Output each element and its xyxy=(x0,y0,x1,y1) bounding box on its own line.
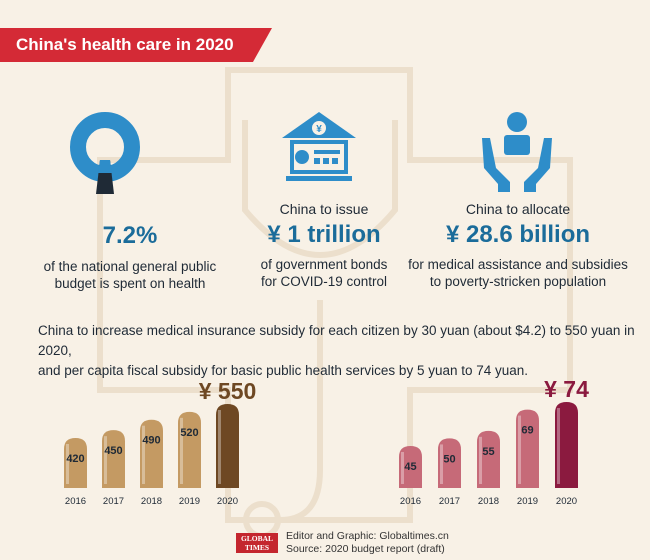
bar-body xyxy=(555,402,578,488)
stat-value: 7.2% xyxy=(102,222,158,249)
x-tick-label: 2018 xyxy=(141,496,162,507)
bar-value-label: 55 xyxy=(482,446,494,458)
bar-shine xyxy=(518,415,521,484)
x-tick-label: 2016 xyxy=(400,496,421,507)
bar-2017: 50 xyxy=(438,438,461,488)
title-banner xyxy=(0,28,272,62)
pie-ring-icon xyxy=(70,112,140,194)
public-health-subsidy-chart: 45 2016 50 2017 55 2018 69 2019 ¥ 74 2020 xyxy=(399,376,589,507)
page-title: China's health care in 2020 xyxy=(16,35,234,54)
bar-value-label: 450 xyxy=(104,445,122,457)
bar-shine xyxy=(142,425,145,484)
x-tick-label: 2020 xyxy=(556,496,577,507)
stat-desc-line: for COVID-19 control xyxy=(260,274,388,289)
stat-health-budget: 7.2% of the national general public budg… xyxy=(30,222,230,292)
hands-person-icon xyxy=(482,112,552,192)
bar-2020: ¥ 74 xyxy=(544,376,589,488)
x-tick-label: 2020 xyxy=(217,496,238,507)
bar-body xyxy=(516,409,539,488)
summary-line: and per capita fiscal subsidy for basic … xyxy=(38,363,529,378)
bar-value-label: 420 xyxy=(66,453,84,465)
bar-body xyxy=(102,430,125,488)
bar-body xyxy=(477,430,500,488)
summary-paragraph: China to increase medical insurance subs… xyxy=(38,321,638,381)
stat-value: ¥ 28.6 billion xyxy=(445,221,591,248)
x-tick-label: 2018 xyxy=(478,496,499,507)
bar-shine xyxy=(180,417,183,484)
bar-value-label: 69 xyxy=(521,425,533,437)
bar-shine xyxy=(557,408,560,484)
bar-shine xyxy=(440,444,443,484)
bar-body xyxy=(438,438,461,488)
bar-value-label: 520 xyxy=(180,427,198,439)
bar-shine xyxy=(66,444,69,484)
bar-shine xyxy=(218,410,221,484)
x-tick-label: 2019 xyxy=(517,496,538,507)
source-credit: Source: 2020 budget report (draft) xyxy=(286,543,445,555)
bar-2017: 450 xyxy=(102,430,125,488)
bar-2020: ¥ 550 xyxy=(199,378,257,488)
bar-shine xyxy=(401,452,404,484)
bar-2016: 45 xyxy=(399,446,422,488)
stat-medical-assistance: China to allocate ¥ 28.6 billion for med… xyxy=(398,201,638,290)
insurance-subsidy-chart: 420 2016 450 2017 490 2018 520 2019 ¥ 550 2020 xyxy=(64,378,257,507)
bar-2019: 69 xyxy=(516,409,539,488)
stat-desc-line: to poverty-stricken population xyxy=(429,274,607,289)
global-times-logo: GLOBAL TIMES xyxy=(236,533,278,553)
bank-bond-icon: ¥ xyxy=(282,112,356,181)
bar-body xyxy=(178,411,201,488)
bar-value-label: 50 xyxy=(443,453,455,465)
stat-lead: China to issue xyxy=(279,201,369,217)
bar-2018: 55 xyxy=(477,430,500,488)
x-tick-label: 2019 xyxy=(179,496,200,507)
bar-value-label: ¥ 74 xyxy=(544,376,589,402)
bar-value-label: ¥ 550 xyxy=(199,378,257,404)
stat-desc-line: budget is spent on health xyxy=(54,276,206,291)
stat-value: ¥ 1 trillion xyxy=(267,221,381,248)
x-tick-label: 2017 xyxy=(439,496,460,507)
bar-shine xyxy=(104,436,107,484)
svg-text:¥: ¥ xyxy=(316,124,322,135)
stat-desc-line: for medical assistance and subsidies xyxy=(408,257,628,272)
bar-shine xyxy=(479,436,482,484)
x-tick-label: 2016 xyxy=(65,496,86,507)
bar-2019: 520 xyxy=(178,411,201,488)
bar-2016: 420 xyxy=(64,438,87,488)
bar-body xyxy=(64,438,87,488)
credit-block: Editor and Graphic: Globaltimes.cn Sourc… xyxy=(286,530,449,556)
bar-body xyxy=(216,404,239,488)
bar-value-label: 45 xyxy=(404,461,416,473)
stat-desc-line: of government bonds xyxy=(260,257,388,272)
bar-body xyxy=(140,419,163,488)
bar-2018: 490 xyxy=(140,419,163,488)
editor-credit: Editor and Graphic: Globaltimes.cn xyxy=(286,530,449,542)
stat-government-bonds: China to issue ¥ 1 trillion of governmen… xyxy=(224,201,424,290)
summary-line: China to increase medical insurance subs… xyxy=(38,323,635,358)
stat-lead: China to allocate xyxy=(465,201,571,217)
x-tick-label: 2017 xyxy=(103,496,124,507)
bar-body xyxy=(399,446,422,488)
bar-value-label: 490 xyxy=(142,435,160,447)
stat-desc-line: of the national general public xyxy=(43,259,217,274)
